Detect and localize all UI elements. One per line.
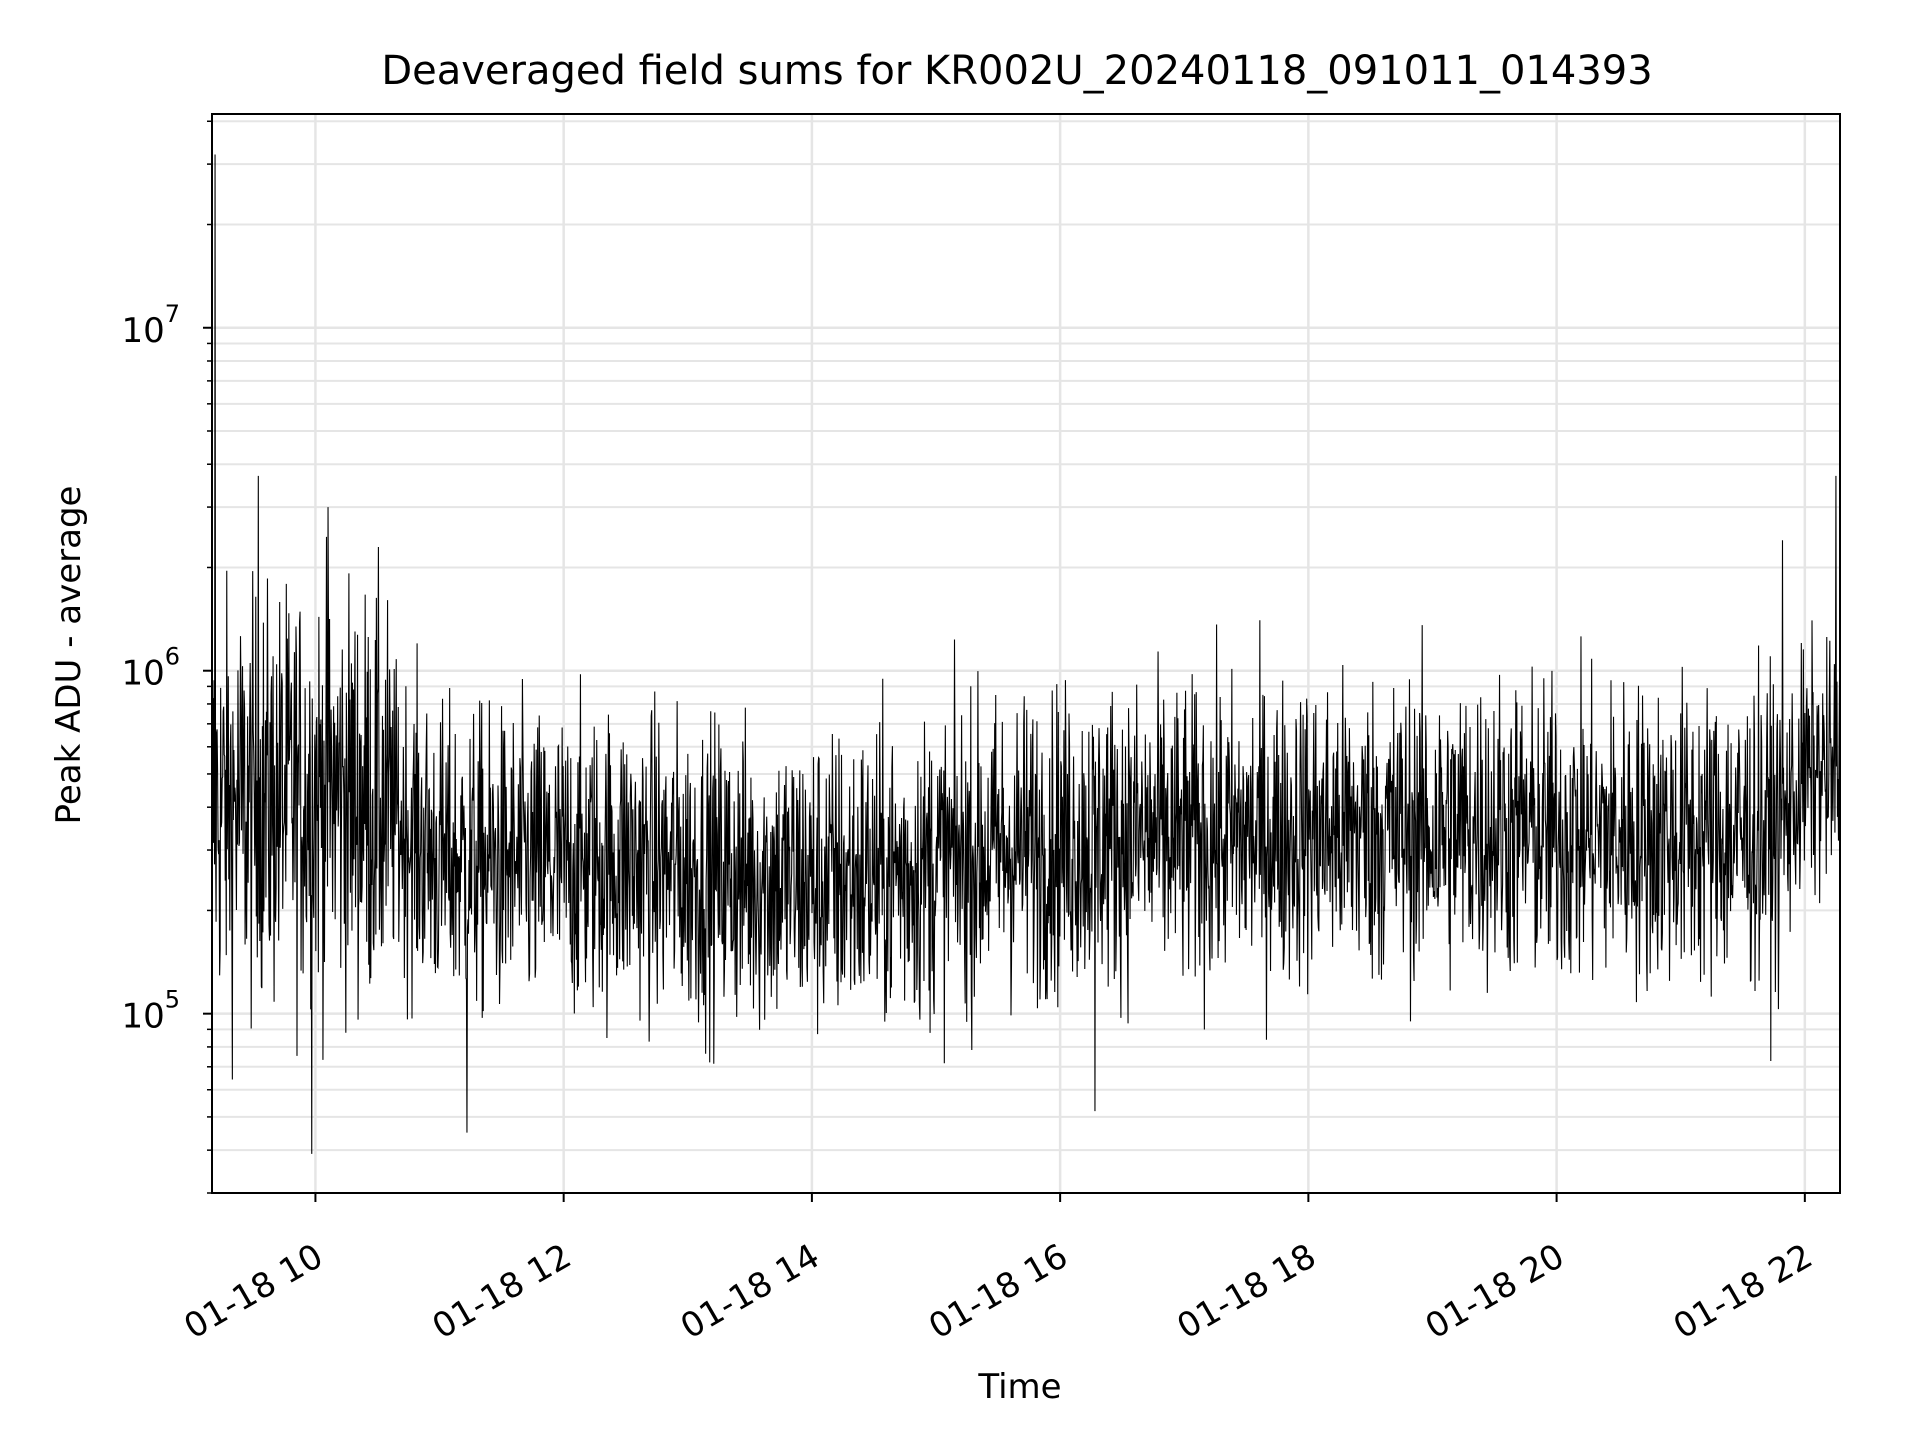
y-tick-exponent: 5 — [165, 986, 180, 1014]
plot-area-frame — [211, 113, 1841, 1194]
y-tick-exponent: 7 — [165, 300, 180, 328]
y-axis-label: Peak ADU - average — [49, 486, 89, 825]
major-gridlines — [212, 114, 1840, 1193]
data-series-line — [211, 154, 1841, 1154]
x-axis-label: Time — [977, 1367, 1061, 1407]
chart-title: Deaveraged field sums for KR002U_2024011… — [381, 48, 1652, 94]
y-tick-exponent: 6 — [165, 643, 180, 671]
